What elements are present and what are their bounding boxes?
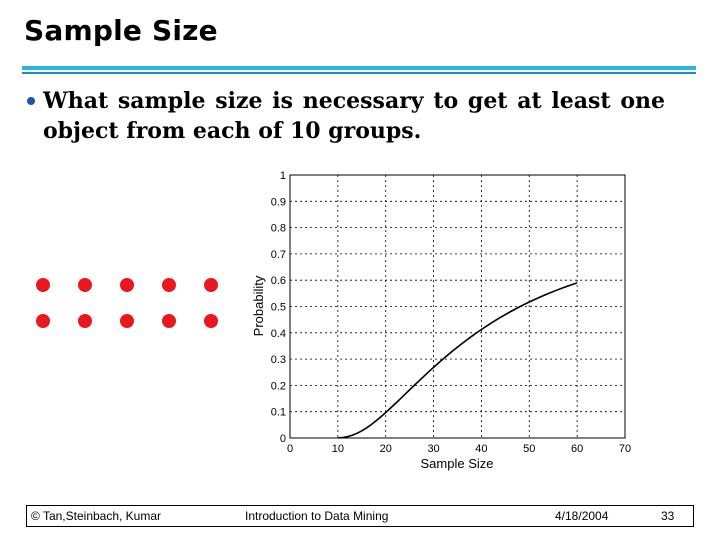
- group-dot: [204, 314, 218, 328]
- x-tick-label: 10: [332, 443, 344, 455]
- bullet-icon: [27, 97, 35, 105]
- y-tick-label: 0.7: [271, 249, 286, 261]
- group-dot: [162, 314, 176, 328]
- x-tick-label: 60: [571, 443, 583, 455]
- x-tick-label: 0: [287, 443, 293, 455]
- group-dot: [78, 278, 92, 292]
- footer-page: 33: [661, 509, 675, 523]
- x-tick-label: 40: [475, 443, 487, 455]
- y-tick-label: 0.6: [271, 275, 286, 287]
- bullet-text: What sample size is necessary to get at …: [43, 88, 665, 144]
- x-axis-label: Sample Size: [421, 456, 494, 471]
- x-tick-label: 70: [619, 443, 631, 455]
- group-dot: [204, 278, 218, 292]
- group-dots: [36, 278, 226, 334]
- y-tick-label: 1: [280, 170, 286, 182]
- x-tick-label: 50: [523, 443, 535, 455]
- x-axis-ticks: 0 10 20 30 40 50 60 70: [287, 443, 631, 455]
- slide-title: Sample Size: [24, 14, 218, 47]
- y-axis-ticks: 0 0.1 0.2 0.3 0.4 0.5 0.6 0.7 0.8 0.9 1: [271, 170, 286, 445]
- y-tick-label: 0.5: [271, 302, 286, 314]
- y-tick-label: 0: [280, 433, 286, 445]
- y-tick-label: 0.9: [271, 196, 286, 208]
- probability-curve: [337, 282, 578, 439]
- footer-authors: © Tan,Steinbach, Kumar: [31, 509, 162, 523]
- title-rule: [22, 66, 696, 70]
- x-tick-label: 20: [380, 443, 392, 455]
- y-tick-label: 0.2: [271, 380, 286, 392]
- group-dot: [162, 278, 176, 292]
- footer-date: 4/18/2004: [555, 509, 609, 523]
- x-tick-label: 30: [427, 443, 439, 455]
- group-dot: [120, 278, 134, 292]
- slide-footer: © Tan,Steinbach, Kumar Introduction to D…: [26, 505, 694, 527]
- group-dot: [36, 278, 50, 292]
- group-dot: [120, 314, 134, 328]
- y-tick-label: 0.8: [271, 223, 286, 235]
- y-tick-label: 0.1: [271, 407, 286, 419]
- title-rule-underline: [22, 72, 696, 74]
- footer-course: Introduction to Data Mining: [245, 509, 389, 523]
- y-tick-label: 0.4: [271, 328, 286, 340]
- plot-frame: [289, 174, 626, 439]
- group-dot: [36, 314, 50, 328]
- y-axis-label: Probability: [251, 275, 266, 336]
- chart-grid: [290, 175, 625, 438]
- y-tick-label: 0.3: [271, 354, 286, 366]
- probability-chart: 0 10 20 30 40 50 60 70 0 0.1 0.2 0.3 0.4 0.5 0.6 0.7 0.…: [251, 170, 631, 471]
- group-dot: [78, 314, 92, 328]
